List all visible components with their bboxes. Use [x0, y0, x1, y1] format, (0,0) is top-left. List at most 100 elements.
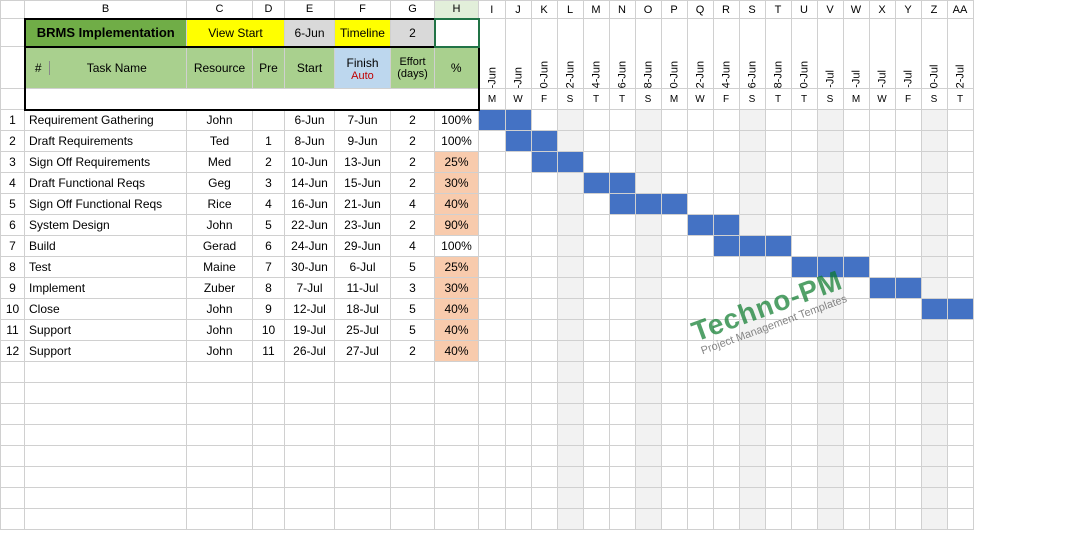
gantt-cell[interactable]	[843, 362, 869, 383]
gantt-cell[interactable]	[869, 488, 895, 509]
finish-cell[interactable]: 6-Jul	[335, 257, 391, 278]
resource-cell[interactable]: John	[187, 299, 253, 320]
effort-cell[interactable]: 3	[391, 278, 435, 299]
gantt-cell[interactable]	[635, 278, 661, 299]
gantt-cell[interactable]	[791, 299, 817, 320]
gantt-cell[interactable]	[869, 236, 895, 257]
gantt-cell[interactable]: .	[947, 299, 973, 320]
col-header[interactable]: K	[531, 1, 557, 19]
percent-cell[interactable]: 100%	[435, 236, 479, 257]
gantt-cell[interactable]	[765, 446, 791, 467]
col-header[interactable]: Z	[921, 1, 947, 19]
gantt-cell[interactable]	[765, 383, 791, 404]
row-header[interactable]	[1, 446, 25, 467]
gantt-cell[interactable]	[843, 404, 869, 425]
effort-cell[interactable]: 5	[391, 299, 435, 320]
gantt-cell[interactable]	[635, 236, 661, 257]
gantt-cell[interactable]	[505, 299, 531, 320]
finish-cell[interactable]: 25-Jul	[335, 320, 391, 341]
gantt-cell[interactable]	[713, 194, 739, 215]
gantt-cell[interactable]	[609, 152, 635, 173]
gantt-cell[interactable]: .	[895, 278, 921, 299]
gantt-cell[interactable]	[921, 383, 947, 404]
gantt-cell[interactable]	[921, 236, 947, 257]
gantt-cell[interactable]	[661, 236, 687, 257]
gantt-cell[interactable]	[661, 362, 687, 383]
empty-cell[interactable]	[285, 383, 335, 404]
gantt-cell[interactable]	[765, 425, 791, 446]
gantt-cell[interactable]	[947, 152, 973, 173]
percent-cell[interactable]: 40%	[435, 341, 479, 362]
gantt-cell[interactable]	[895, 194, 921, 215]
finish-cell[interactable]: 7-Jun	[335, 110, 391, 131]
gantt-cell[interactable]	[869, 467, 895, 488]
empty-cell[interactable]	[253, 383, 285, 404]
col-header[interactable]: V	[817, 1, 843, 19]
gantt-cell[interactable]	[921, 362, 947, 383]
gantt-cell[interactable]	[505, 488, 531, 509]
start-cell[interactable]: 12-Jul	[285, 299, 335, 320]
gantt-dow[interactable]: T	[583, 89, 609, 110]
empty-cell[interactable]	[187, 383, 253, 404]
gantt-cell[interactable]	[895, 215, 921, 236]
gantt-cell[interactable]	[505, 362, 531, 383]
gantt-cell[interactable]	[505, 320, 531, 341]
col-header[interactable]: U	[791, 1, 817, 19]
gantt-cell[interactable]	[921, 488, 947, 509]
gantt-cell[interactable]	[687, 194, 713, 215]
row-header[interactable]: 11	[1, 320, 25, 341]
task-cell[interactable]: System Design	[25, 215, 187, 236]
gantt-cell[interactable]	[531, 320, 557, 341]
task-cell[interactable]: Draft Functional Reqs	[25, 173, 187, 194]
row-header[interactable]	[1, 47, 25, 89]
gantt-dow[interactable]: W	[505, 89, 531, 110]
gantt-cell[interactable]	[661, 215, 687, 236]
gantt-cell[interactable]	[687, 341, 713, 362]
finish-cell[interactable]: 15-Jun	[335, 173, 391, 194]
gantt-cell[interactable]	[583, 257, 609, 278]
gantt-cell[interactable]	[739, 341, 765, 362]
gantt-cell[interactable]: .	[817, 257, 843, 278]
gantt-cell[interactable]	[557, 383, 583, 404]
empty-cell[interactable]	[391, 446, 435, 467]
gantt-cell[interactable]	[635, 488, 661, 509]
gantt-cell[interactable]	[531, 194, 557, 215]
gantt-cell[interactable]: .	[531, 131, 557, 152]
gantt-cell[interactable]	[921, 509, 947, 530]
gantt-cell[interactable]	[635, 341, 661, 362]
gantt-cell[interactable]	[713, 320, 739, 341]
gantt-cell[interactable]	[895, 362, 921, 383]
gantt-cell[interactable]	[791, 278, 817, 299]
gantt-cell[interactable]	[635, 215, 661, 236]
gantt-cell[interactable]	[817, 194, 843, 215]
gantt-cell[interactable]	[713, 131, 739, 152]
gantt-cell[interactable]	[713, 488, 739, 509]
gantt-cell[interactable]	[947, 446, 973, 467]
col-header[interactable]: H	[435, 1, 479, 19]
gantt-cell[interactable]	[869, 341, 895, 362]
gantt-cell[interactable]	[583, 425, 609, 446]
gantt-dow[interactable]: S	[739, 89, 765, 110]
gantt-cell[interactable]	[817, 131, 843, 152]
row-header[interactable]	[1, 404, 25, 425]
gantt-cell[interactable]	[739, 299, 765, 320]
gantt-cell[interactable]	[947, 236, 973, 257]
gantt-cell[interactable]	[739, 362, 765, 383]
gantt-cell[interactable]	[843, 341, 869, 362]
gantt-cell[interactable]	[895, 404, 921, 425]
gantt-cell[interactable]	[739, 215, 765, 236]
gantt-cell[interactable]	[713, 404, 739, 425]
gantt-cell[interactable]	[817, 236, 843, 257]
gantt-cell[interactable]	[479, 383, 506, 404]
gantt-cell[interactable]	[583, 383, 609, 404]
empty-cell[interactable]	[285, 446, 335, 467]
gantt-cell[interactable]	[843, 173, 869, 194]
gantt-cell[interactable]	[609, 509, 635, 530]
gantt-cell[interactable]	[687, 110, 713, 131]
gantt-date[interactable]: 18-Jun	[635, 19, 661, 89]
finish-cell[interactable]: 11-Jul	[335, 278, 391, 299]
gantt-cell[interactable]	[661, 467, 687, 488]
gantt-cell[interactable]	[687, 278, 713, 299]
row-header[interactable]	[1, 362, 25, 383]
row-header[interactable]: 6	[1, 215, 25, 236]
